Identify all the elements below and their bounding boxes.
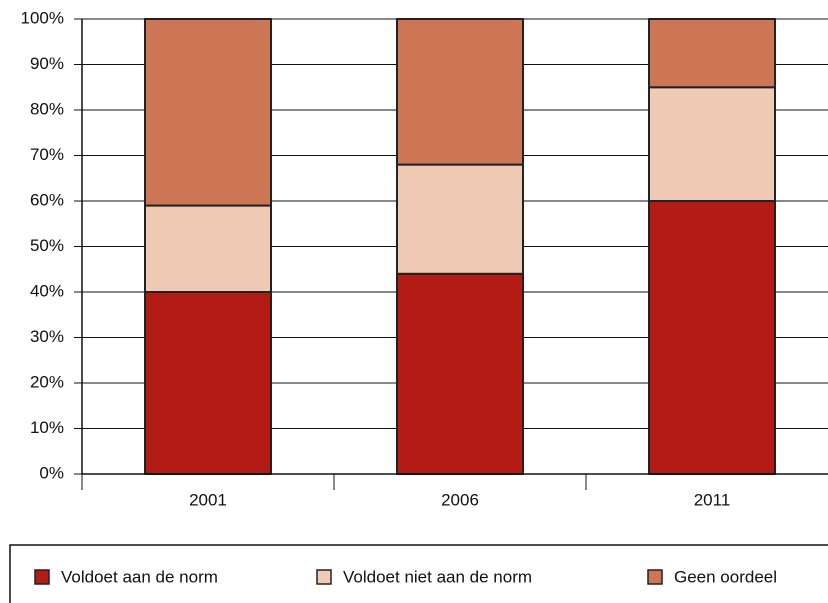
bar-segment (396, 272, 524, 475)
legend-box (9, 544, 828, 603)
bar-segment (144, 204, 272, 293)
legend-label: Geen oordeel (674, 567, 777, 586)
bar-segment (648, 18, 776, 89)
bar-segment (144, 18, 272, 207)
y-tick-label: 90% (30, 54, 64, 73)
legend-label: Voldoet aan de norm (61, 567, 218, 586)
legend-swatch (34, 569, 50, 585)
x-tick-label: 2011 (694, 490, 731, 509)
bar-segment (144, 291, 272, 475)
y-tick-label: 40% (30, 281, 64, 300)
bar-segment (648, 200, 776, 475)
legend-swatch (316, 569, 332, 585)
y-tick-label: 50% (30, 236, 64, 255)
bar-segment (396, 18, 524, 166)
legend-swatch (647, 569, 663, 585)
y-tick-label: 100% (21, 8, 64, 27)
x-tick-label: 2001 (189, 490, 227, 509)
y-tick-label: 60% (30, 190, 64, 209)
y-tick-label: 70% (30, 145, 64, 164)
legend-label: Voldoet niet aan de norm (343, 567, 532, 586)
bar-segment (648, 86, 776, 202)
x-tick-label: 2006 (441, 490, 479, 509)
bar-segment (396, 163, 524, 275)
y-tick-label: 20% (30, 372, 64, 391)
y-tick-label: 10% (30, 418, 64, 437)
y-tick-label: 30% (30, 327, 64, 346)
y-tick-label: 80% (30, 99, 64, 118)
y-tick-label: 0% (39, 463, 64, 482)
